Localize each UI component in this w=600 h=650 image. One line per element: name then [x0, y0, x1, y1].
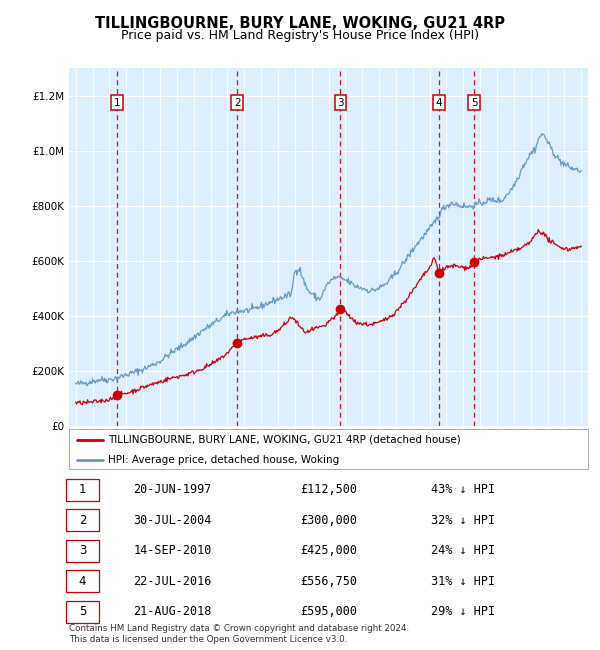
FancyBboxPatch shape [67, 540, 98, 562]
Text: 31% ↓ HPI: 31% ↓ HPI [431, 575, 496, 588]
Text: 4: 4 [436, 98, 442, 108]
Text: 3: 3 [79, 545, 86, 558]
Text: 21-AUG-2018: 21-AUG-2018 [134, 606, 212, 619]
FancyBboxPatch shape [67, 479, 98, 501]
Text: 2: 2 [79, 514, 86, 526]
Text: 3: 3 [337, 98, 344, 108]
Text: TILLINGBOURNE, BURY LANE, WOKING, GU21 4RP (detached house): TILLINGBOURNE, BURY LANE, WOKING, GU21 4… [108, 435, 461, 445]
Text: Price paid vs. HM Land Registry's House Price Index (HPI): Price paid vs. HM Land Registry's House … [121, 29, 479, 42]
Text: £300,000: £300,000 [300, 514, 357, 526]
Text: 29% ↓ HPI: 29% ↓ HPI [431, 606, 496, 619]
Text: 2: 2 [234, 98, 241, 108]
Text: 43% ↓ HPI: 43% ↓ HPI [431, 484, 496, 497]
Text: 5: 5 [79, 606, 86, 619]
Text: 1: 1 [79, 484, 86, 497]
Text: £112,500: £112,500 [300, 484, 357, 497]
Text: 20-JUN-1997: 20-JUN-1997 [134, 484, 212, 497]
Text: TILLINGBOURNE, BURY LANE, WOKING, GU21 4RP: TILLINGBOURNE, BURY LANE, WOKING, GU21 4… [95, 16, 505, 31]
Text: HPI: Average price, detached house, Woking: HPI: Average price, detached house, Woki… [108, 456, 339, 465]
Text: £595,000: £595,000 [300, 606, 357, 619]
FancyBboxPatch shape [67, 571, 98, 592]
Text: Contains HM Land Registry data © Crown copyright and database right 2024.
This d: Contains HM Land Registry data © Crown c… [69, 624, 409, 644]
Text: 14-SEP-2010: 14-SEP-2010 [134, 545, 212, 558]
Text: 32% ↓ HPI: 32% ↓ HPI [431, 514, 496, 526]
Text: 4: 4 [79, 575, 86, 588]
FancyBboxPatch shape [67, 510, 98, 531]
Text: 22-JUL-2016: 22-JUL-2016 [134, 575, 212, 588]
Text: 24% ↓ HPI: 24% ↓ HPI [431, 545, 496, 558]
Text: £556,750: £556,750 [300, 575, 357, 588]
Text: 5: 5 [471, 98, 478, 108]
Text: 30-JUL-2004: 30-JUL-2004 [134, 514, 212, 526]
Text: £425,000: £425,000 [300, 545, 357, 558]
FancyBboxPatch shape [67, 601, 98, 623]
Text: 1: 1 [114, 98, 121, 108]
